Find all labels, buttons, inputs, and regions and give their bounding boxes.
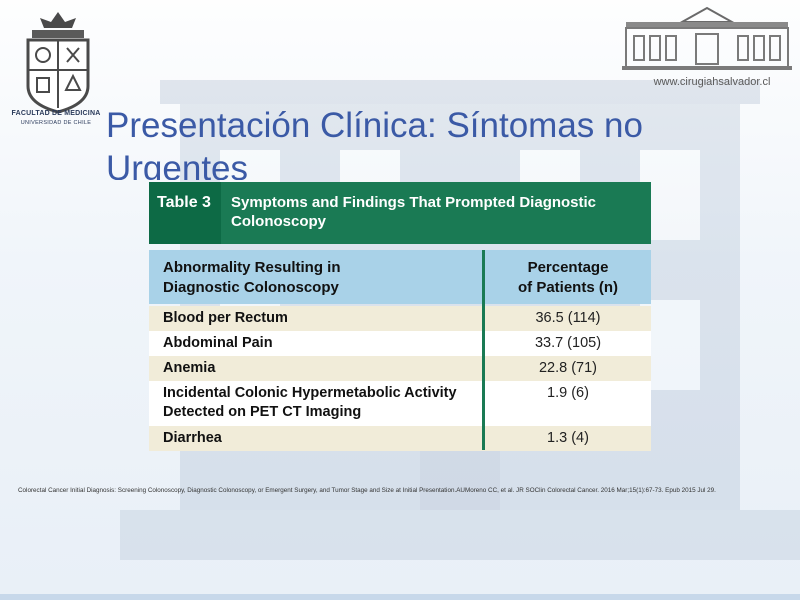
table-row: Anemia 22.8 (71): [149, 356, 651, 381]
row-value: 36.5 (114): [535, 310, 601, 326]
table-number: Table 3: [149, 182, 221, 244]
row-finding: Incidental Colonic Hypermetabolic Activi…: [163, 385, 457, 420]
row-finding: Diarrhea: [163, 430, 222, 446]
column-divider: [482, 250, 485, 450]
row-finding: Anemia: [163, 360, 216, 376]
table-row: Abdominal Pain 33.7 (105): [149, 331, 651, 356]
website-url: www.cirugiahsalvador.cl: [653, 76, 771, 88]
faculty-crest-logo: [26, 12, 90, 114]
column-header-abnormality-line2: Diagnostic Colonoscopy: [163, 279, 339, 296]
slide-title: Presentación Clínica: Síntomas no Urgent…: [106, 106, 643, 180]
citation-text: Colorectal Cancer Initial Diagnosis: Scr…: [18, 487, 716, 494]
hospital-building-logo: [622, 6, 792, 70]
row-value: 33.7 (105): [534, 335, 602, 351]
row-finding: Abdominal Pain: [163, 335, 273, 351]
row-value: 22.8 (71): [538, 360, 598, 376]
row-finding: Blood per Rectum: [163, 310, 288, 326]
table-row: Diarrhea 1.3 (4): [149, 426, 651, 451]
column-header-percentage-line2: of Patients (n): [518, 279, 618, 296]
table-row: Incidental Colonic Hypermetabolic Activi…: [149, 381, 651, 426]
table-caption: Symptoms and Findings That Prompted Diag…: [231, 194, 597, 230]
university-name: UNIVERSIDAD DE CHILE: [20, 120, 92, 126]
faculty-name: FACULTAD DE MEDICINA: [11, 110, 101, 117]
table-row: Blood per Rectum 36.5 (114): [149, 306, 651, 331]
table-title-bar: Table 3 Symptoms and Findings That Promp…: [149, 182, 651, 244]
column-header-percentage-line1: Percentage: [527, 259, 609, 276]
table-body: Blood per Rectum 36.5 (114) Abdominal Pa…: [149, 306, 651, 451]
table-column-headers: Abnormality Resulting in Diagnostic Colo…: [149, 250, 651, 304]
column-header-abnormality-line1: Abnormality Resulting in: [163, 259, 341, 276]
row-value: 1.9 (6): [547, 385, 589, 401]
column-header-abnormality: Abnormality Resulting in Diagnostic Colo…: [149, 250, 485, 304]
row-value: 1.3 (4): [547, 430, 589, 446]
bottom-accent-bar: [0, 594, 800, 600]
column-header-percentage: Percentage of Patients (n): [485, 250, 651, 304]
